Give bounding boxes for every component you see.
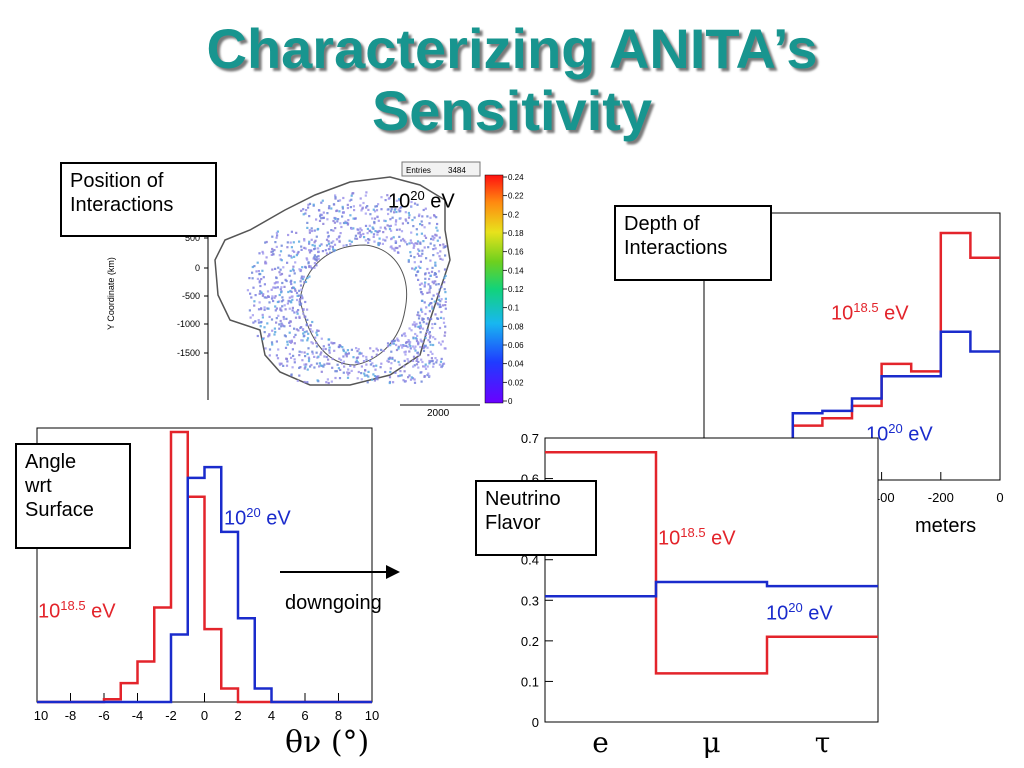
flavor-y-tick-label: 0 <box>532 715 539 730</box>
flavor-series-blue <box>545 580 878 598</box>
angle-series-blue <box>37 465 372 704</box>
colorbar-tick-label: 0.06 <box>508 341 524 350</box>
colorbar-tick-label: 0.02 <box>508 378 524 387</box>
flavor-blue-label: 1020 eV <box>766 600 833 625</box>
interaction-scatter <box>246 191 447 385</box>
flavor-y-tick-label: 0.1 <box>521 674 539 689</box>
colorbar-tick-label: 0.08 <box>508 322 524 331</box>
map-y-tick-label: 0 <box>195 263 200 273</box>
stats-box-label: Entries <box>406 166 431 175</box>
colorbar-tick-label: 0.04 <box>508 360 524 369</box>
colorbar-tick-label: 0.14 <box>508 266 524 275</box>
angle-x-tick-label: 4 <box>268 708 275 723</box>
angle-x-tick-label: 0 <box>201 708 208 723</box>
callout-position-line2: Interactions <box>70 194 174 216</box>
colorbar-tick-label: 0.16 <box>508 248 524 257</box>
depth-x-label: meters <box>915 515 977 537</box>
depth-x-tick-label: -200 <box>928 490 954 505</box>
callout-depth-line2: Interactions <box>624 237 728 259</box>
callout-angle-line1: Angle <box>25 451 77 473</box>
callout-flavor-line2: Flavor <box>485 512 541 534</box>
map-x-tick: 2000 <box>427 408 450 419</box>
flavor-category-label: e <box>592 726 609 759</box>
callout-flavor-line1: Neutrino <box>485 488 561 510</box>
title-line-2: Sensitivity <box>371 79 653 142</box>
flavor-y-tick-label: 0.4 <box>521 553 539 568</box>
flavor-y-tick-label: 0.2 <box>521 634 539 649</box>
slide-title: Characterizing ANITA’s Sensitivity <box>0 18 1024 142</box>
flavor-y-tick-label: 0.7 <box>521 431 539 446</box>
antarctica-outline <box>214 176 451 386</box>
map-y-axis-label: Y Coordinate (km) <box>106 257 116 330</box>
flavor-series-red <box>545 450 878 675</box>
flavor-category-label: μ <box>702 726 720 759</box>
callout-angle-line3: Surface <box>25 499 94 521</box>
angle-red-label: 1018.5 eV <box>38 598 116 623</box>
colorbar-tick-label: 0.18 <box>508 229 524 238</box>
title-line-1: Characterizing ANITA’s <box>206 17 818 80</box>
flavor-y-tick-label: 0.3 <box>521 593 539 608</box>
angle-x-tick-label: -8 <box>65 708 77 723</box>
angle-x-tick-label: -4 <box>132 708 144 723</box>
angle-blue-label: 1020 eV <box>224 505 291 530</box>
colorbar-tick-label: 0.22 <box>508 192 524 201</box>
callout-angle-line2: wrt <box>25 475 52 497</box>
colorbar-tick-label: 0.24 <box>508 173 524 182</box>
stats-box: Entries 3484 <box>401 161 481 177</box>
angle-x-tick-label: 6 <box>301 708 308 723</box>
colorbar: 0.24 0.22 0.2 0.18 0.16 0.14 0.12 0.1 0.08 0.06 0.… <box>484 173 524 406</box>
map-y-tick-label: -1000 <box>177 319 200 329</box>
map-y-tick-label: -500 <box>182 291 200 301</box>
map-energy-label: 1020 eV <box>388 188 455 213</box>
angle-x-tick-label: -6 <box>98 708 110 723</box>
depth-x-tick-label: 0 <box>996 490 1003 505</box>
colorbar-tick-label: 0.2 <box>508 210 520 219</box>
colorbar-tick-label: 0.1 <box>508 304 520 313</box>
angle-x-label: θν (°) <box>285 725 370 760</box>
angle-x-tick-label: 2 <box>234 708 241 723</box>
callout-depth-line1: Depth of <box>624 213 700 235</box>
depth-red-label: 1018.5 eV <box>831 300 909 325</box>
flavor-red-label: 1018.5 eV <box>658 525 736 550</box>
angle-x-tick-label: 10 <box>34 708 48 723</box>
map-y-tick-label: -1500 <box>177 348 200 358</box>
angle-x-tick-label: 10 <box>365 708 379 723</box>
flavor-category-label: τ <box>815 726 831 759</box>
callout-position-line1: Position of <box>70 170 164 192</box>
callout-depth: Depth of Interactions <box>614 205 772 281</box>
colorbar-tick-label: 0 <box>508 397 513 406</box>
angle-x-tick-label: -2 <box>165 708 177 723</box>
downgoing-label: downgoing <box>285 592 382 614</box>
stats-box-value: 3484 <box>448 166 466 175</box>
downgoing-arrow <box>280 565 400 579</box>
callout-flavor: Neutrino Flavor <box>475 480 597 556</box>
interaction-position-map: Y Coordinate (km) 150010005000-500-1000-… <box>100 160 530 420</box>
callout-position: Position of Interactions <box>60 162 217 237</box>
angle-x-tick-label: 8 <box>335 708 342 723</box>
flavor-plot-frame <box>544 437 879 723</box>
colorbar-tick-label: 0.12 <box>508 285 524 294</box>
callout-angle: Angle wrt Surface <box>15 443 131 549</box>
map-y-tick-label: 500 <box>185 233 200 243</box>
